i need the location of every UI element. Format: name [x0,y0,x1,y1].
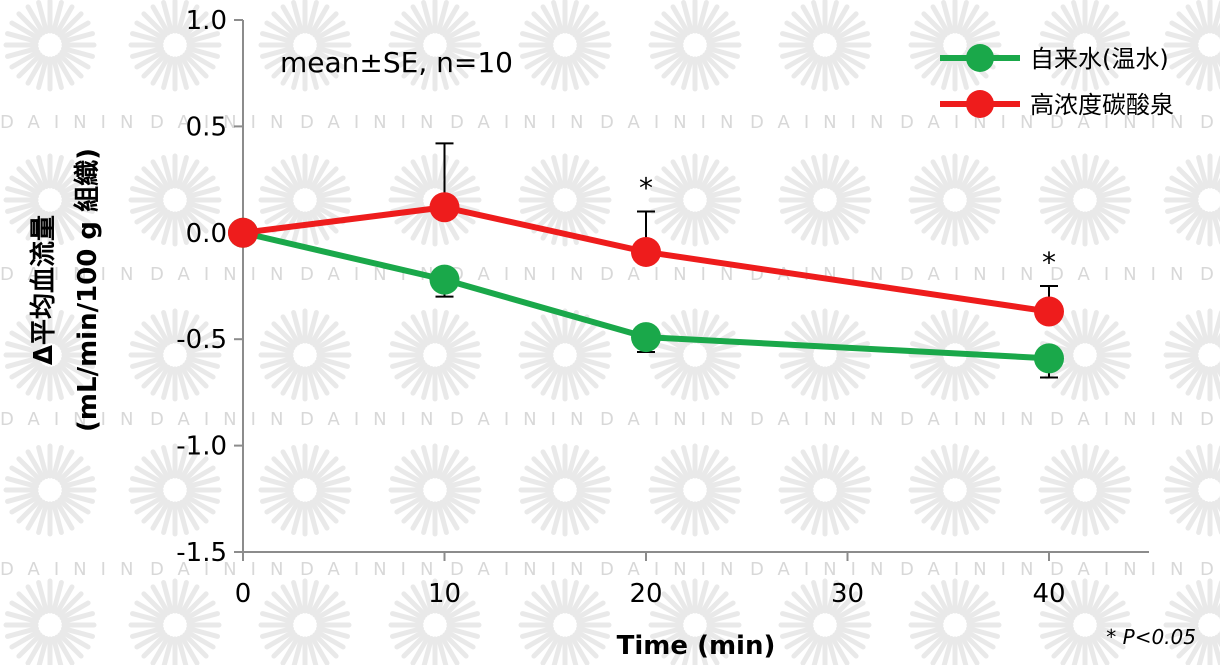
watermark-text: DAININ [450,112,597,133]
watermark-burst [911,446,999,534]
watermark-burst [1166,446,1220,534]
watermark-burst [651,311,739,399]
stats-annotation: mean±SE, n=10 [280,46,513,79]
y-axis-title-line2: (mL/min/100 g 組織) [72,148,103,432]
watermark-burst [651,156,739,244]
watermark-burst [911,581,999,665]
watermark-burst [781,1,869,89]
legend-label: 高浓度碳酸泉 [1030,91,1174,119]
watermark-burst [6,581,94,665]
watermark-burst [521,581,609,665]
legend-marker [966,90,994,118]
y-tick-label: -0.5 [176,325,227,355]
watermark-burst [911,1,999,89]
watermark-text: DAININ [450,559,597,580]
watermark-text: DAININ [750,264,897,285]
legend-marker [966,44,994,72]
watermark-burst [6,1,94,89]
data-point [1034,343,1064,373]
y-tick-label: 0.5 [186,112,227,142]
watermark-text: DAININ [450,409,597,430]
watermark-burst [391,446,479,534]
data-point [228,218,258,248]
watermark-text: DAININ [300,112,447,133]
watermark-text: DAININ [900,559,1047,580]
watermark-text: DAININ [1200,559,1220,580]
watermark-text: DAININ [750,559,897,580]
y-tick-label: -1.0 [176,432,227,462]
watermark-burst [131,581,219,665]
watermark-text: DAININ [1200,112,1220,133]
watermark-burst [1041,156,1129,244]
x-tick-label: 40 [1032,579,1065,609]
watermark-burst [521,156,609,244]
data-point [430,192,460,222]
watermark-text: DAININ [900,264,1047,285]
series-layer: ** [228,143,1064,377]
watermark-text: DAININ [150,409,297,430]
watermark-burst [781,311,869,399]
watermark-burst [1041,446,1129,534]
y-axis-title-line1: Δ平均血流量 [29,215,59,365]
watermark-burst [781,156,869,244]
watermark-text: DAININ [600,409,747,430]
watermark-text: DAININ [1200,409,1220,430]
watermark-text: DAININ [600,112,747,133]
watermark-burst [1166,1,1220,89]
data-point [631,322,661,352]
data-point [1034,297,1064,327]
watermark-burst [6,446,94,534]
watermark-text: DAININ [600,264,747,285]
watermark-burst [521,446,609,534]
watermark-burst [261,446,349,534]
data-point [631,237,661,267]
watermark-burst [651,446,739,534]
legend-item: 自来水(温水) [940,44,1169,73]
watermark-text: DAININ [1200,264,1220,285]
x-tick-label: 0 [235,579,252,609]
watermark-burst [1166,311,1220,399]
data-point [430,265,460,295]
watermark-text: DAININ [0,559,147,580]
watermark-burst [651,1,739,89]
x-tick-label: 20 [629,579,662,609]
legend-item: 高浓度碳酸泉 [940,90,1174,119]
watermark-text: DAININ [900,409,1047,430]
watermark-burst [391,311,479,399]
watermark-text: DAININ [1050,559,1197,580]
watermark-burst [1166,581,1220,665]
significance-star: * [639,172,653,205]
watermark-text: DAININ [300,559,447,580]
watermark-text: DAININ [0,112,147,133]
watermark-burst [911,156,999,244]
legend-label: 自来水(温水) [1030,45,1169,73]
watermark-burst [261,581,349,665]
watermark-burst [521,1,609,89]
watermark-text: DAININ [450,264,597,285]
y-tick-label: -1.5 [176,538,227,568]
watermark-text: DAININ [750,409,897,430]
watermark-text: DAININ [150,264,297,285]
watermark-text: DAININ [1050,264,1197,285]
watermark-text: DAININ [750,112,897,133]
watermark-text: DAININ [300,409,447,430]
watermark-burst [781,446,869,534]
watermark-burst [261,311,349,399]
watermark-text: DAININ [600,559,747,580]
x-tick-label: 10 [428,579,461,609]
x-axis-title: Time (min) [617,631,776,661]
footnote: * P<0.05 [1106,625,1196,649]
y-tick-label: 0.0 [186,219,227,249]
watermark-text: DAININ [1050,409,1197,430]
x-tick-label: 30 [831,579,864,609]
y-tick-label: 1.0 [186,6,227,36]
significance-star: * [1042,246,1056,279]
watermark-burst [1166,156,1220,244]
